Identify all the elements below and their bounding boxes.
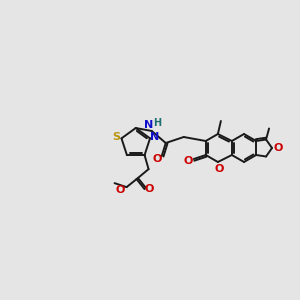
Text: O: O (214, 164, 224, 174)
Text: S: S (112, 132, 121, 142)
Text: N: N (150, 132, 160, 142)
Text: O: O (273, 143, 283, 153)
Text: O: O (116, 185, 125, 195)
Text: O: O (152, 154, 161, 164)
Text: N: N (144, 120, 153, 130)
Text: H: H (153, 118, 161, 128)
Text: O: O (145, 184, 154, 194)
Text: O: O (183, 156, 192, 166)
